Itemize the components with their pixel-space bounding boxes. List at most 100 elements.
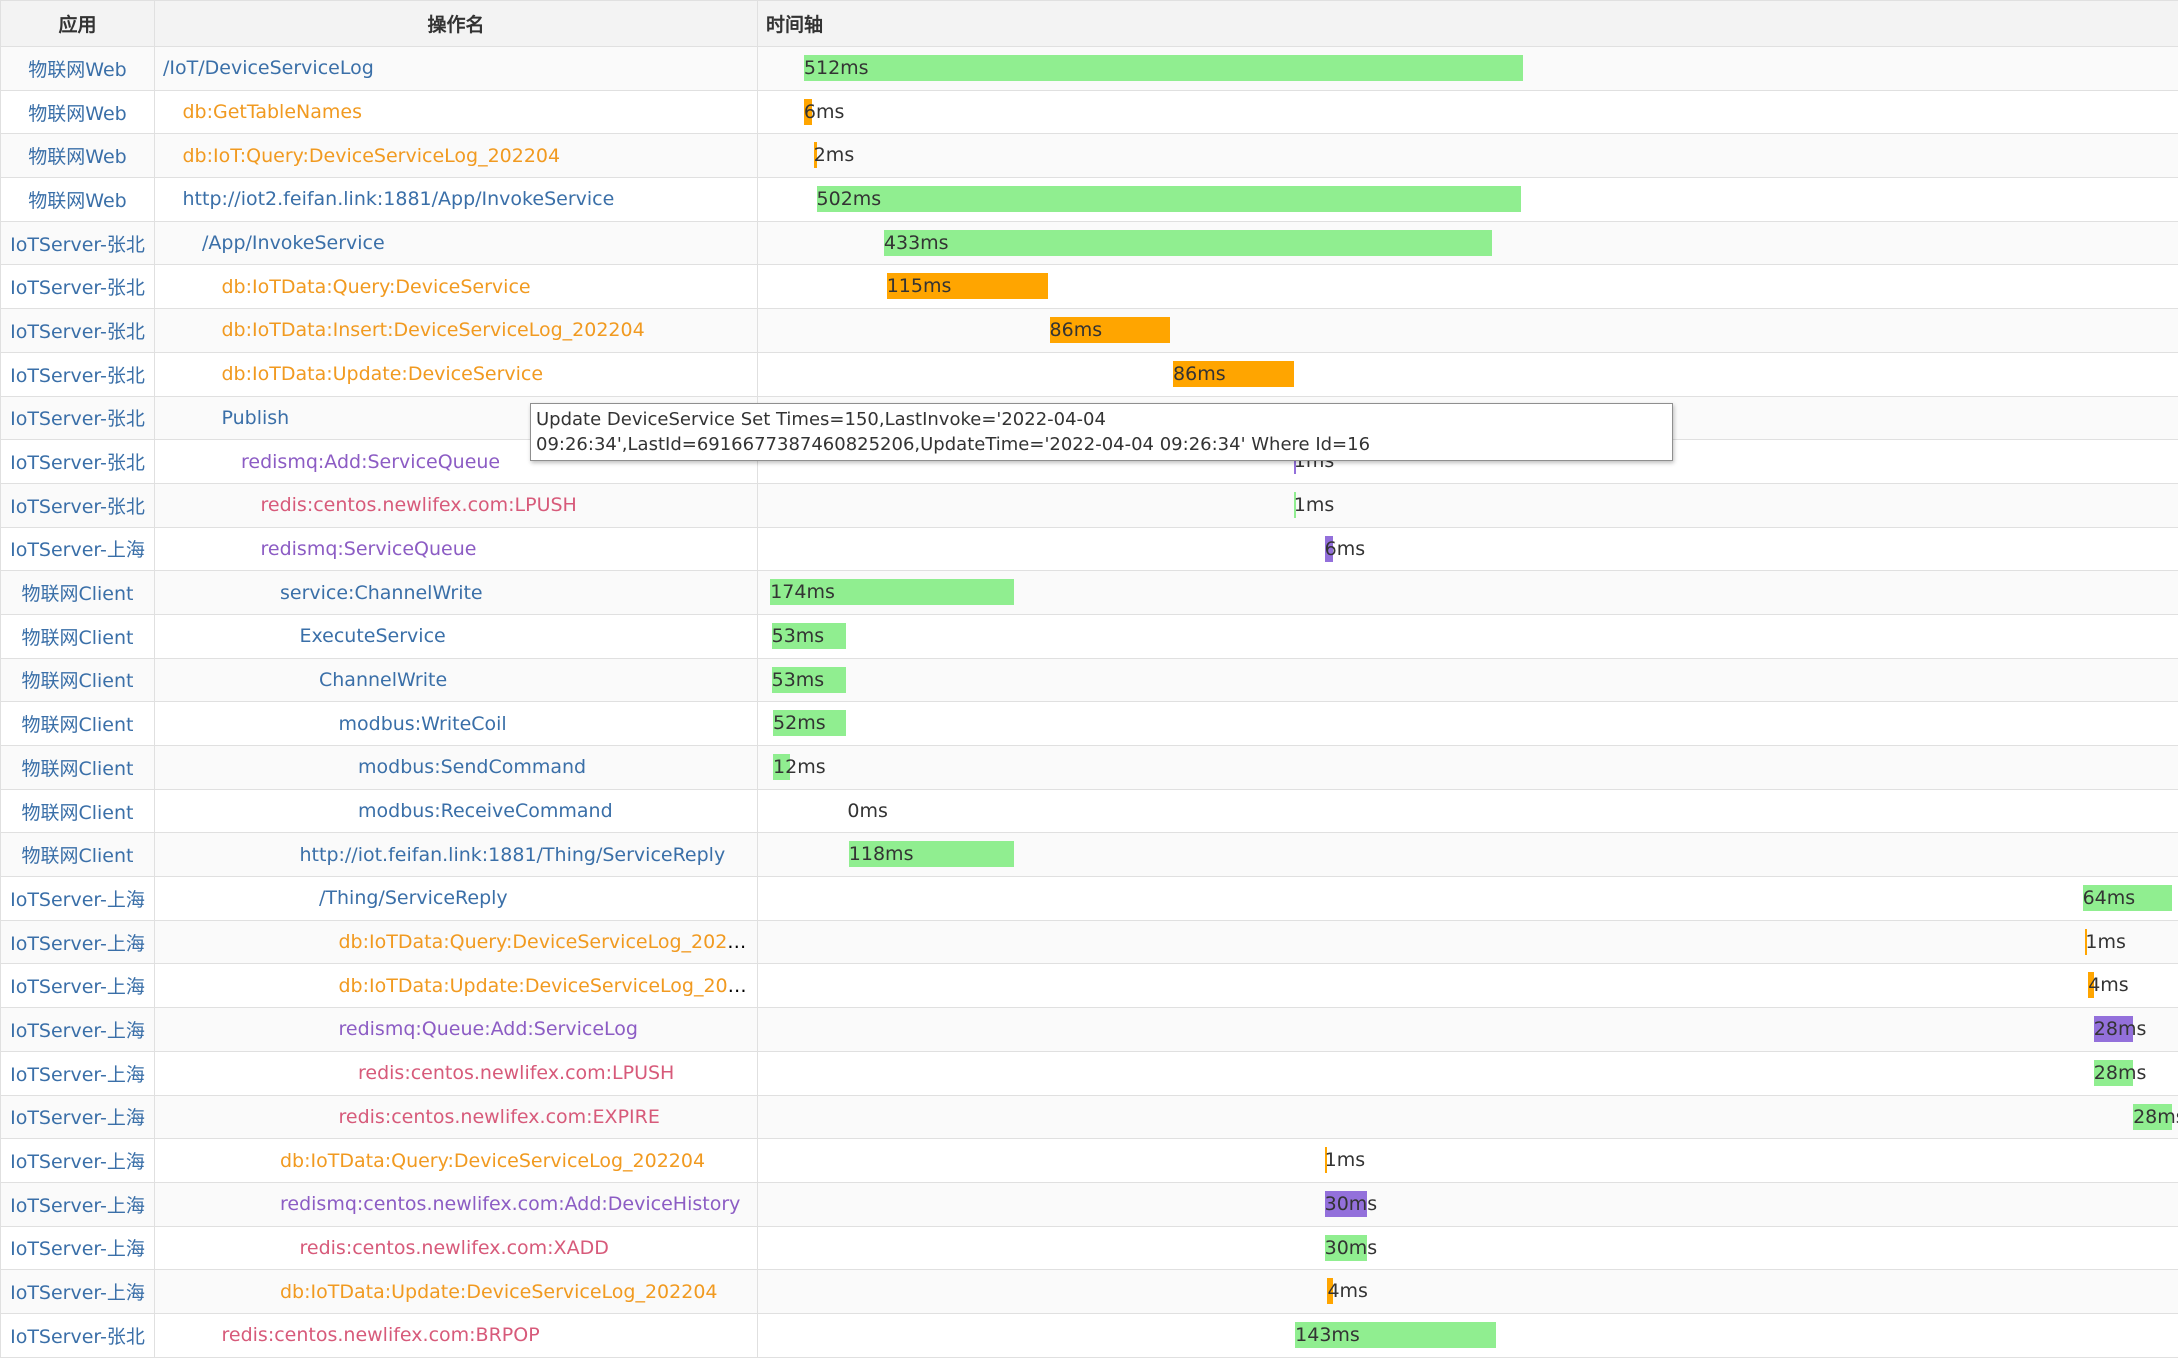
span-bar[interactable] <box>2093 1059 2134 1086</box>
span-bar[interactable] <box>2082 885 2173 912</box>
table-row[interactable]: 物联网Client service:ChannelWrite 174ms <box>0 570 2178 615</box>
table-row[interactable]: IoTServer-上海 redis:centos.newlifex.com:XA… <box>0 1225 2178 1271</box>
operation-name[interactable]: http://iot.feifan.link:1881/Thing/Servic… <box>299 843 726 866</box>
operation-name[interactable]: redis:centos.newlifex.com:EXPIRE <box>338 1105 660 1128</box>
span-bar[interactable] <box>770 579 1015 606</box>
operation-name[interactable]: redismq:ServiceQueue <box>260 537 477 560</box>
operation-name[interactable]: /IoT/DeviceServiceLog <box>163 57 374 80</box>
span-bar[interactable] <box>803 55 1523 81</box>
span-bar[interactable] <box>2085 928 2088 955</box>
table-row[interactable]: IoTServer-上海 redismq:Queue:Add:ServiceLog… <box>0 1007 2178 1052</box>
operation-name[interactable]: service:ChannelWrite <box>280 581 483 604</box>
table-row[interactable]: 物联网Client modbus:ReceiveCommand 0ms <box>0 788 2178 834</box>
table-row[interactable]: IoTServer-张北 redis:centos.newlifex.com:BR… <box>0 1312 2178 1358</box>
operation-name[interactable]: http://iot2.feifan.link:1881/App/InvokeS… <box>182 188 615 211</box>
span-bar[interactable] <box>771 622 846 649</box>
span-bar[interactable] <box>771 666 846 693</box>
table-row[interactable]: IoTServer-上海 db:IoTData:Update:DeviceServ… <box>0 1269 2178 1314</box>
table-row[interactable]: 物联网Client modbus:WriteCoil 52ms <box>0 701 2178 746</box>
span-bar[interactable] <box>1324 1190 1367 1217</box>
span-bar[interactable] <box>883 229 1492 256</box>
span-bar[interactable] <box>816 186 1522 213</box>
operation-name[interactable]: redismq:Queue:Add:ServiceLog <box>338 1018 638 1041</box>
header-timeline[interactable]: 时间轴 <box>757 0 2178 47</box>
table-row[interactable]: 物联网Client http://iot.feifan.link:1881/Thi… <box>0 832 2178 878</box>
table-row[interactable]: 物联网Web db:IoT:Query:DeviceServiceLog_2022… <box>0 133 2178 179</box>
table-row[interactable]: IoTServer-上海/Thing/ServiceReply 64ms <box>0 876 2178 921</box>
span-bar[interactable] <box>1293 491 1296 518</box>
header-operation[interactable]: 操作名 <box>154 0 758 47</box>
table-row[interactable]: IoTServer-张北 db:IoTData:Query:DeviceServi… <box>0 264 2178 310</box>
operation-name[interactable]: ExecuteService <box>299 625 446 648</box>
operation-name[interactable]: redis:centos.newlifex.com:LPUSH <box>358 1062 675 1085</box>
table-row[interactable]: 物联网Web http://iot2.feifan.link:1881/App/I… <box>0 177 2178 222</box>
table-row[interactable]: IoTServer-上海 redis:centos.newlifex.com:LP… <box>0 1050 2178 1096</box>
operation-name[interactable]: modbus:ReceiveCommand <box>358 800 613 823</box>
table-row[interactable]: IoTServer-张北/App/InvokeService 433ms <box>0 220 2178 266</box>
timeline-cell: 0ms <box>757 788 2178 834</box>
span-bar[interactable] <box>1324 535 1334 562</box>
operation-name[interactable]: redis:centos.newlifex.com:LPUSH <box>260 494 577 517</box>
span-bar[interactable] <box>848 841 1015 868</box>
operation-name[interactable]: db:IoTData:Insert:DeviceServiceLog_20220… <box>221 319 645 342</box>
app-name: IoTServer-张北 <box>0 308 155 353</box>
span-bar[interactable] <box>886 273 1049 300</box>
table-row[interactable]: 物联网Client modbus:SendCommand 12ms <box>0 745 2178 790</box>
table-row[interactable]: IoTServer-上海 redismq:centos.newlifex.com:… <box>0 1181 2178 1227</box>
span-bar[interactable] <box>773 710 846 737</box>
duration-label: 28ms <box>2133 1105 2178 1128</box>
timeline-cell: 1ms <box>757 919 2178 965</box>
span-bar[interactable] <box>2088 972 2094 999</box>
table-row[interactable]: 物联网Client ChannelWrite 53ms <box>0 657 2178 703</box>
operation-name[interactable]: db:IoTData:Query:DeviceServiceLog_202204 <box>338 931 758 954</box>
operation-name[interactable]: db:IoTData:Query:DeviceServiceLog_202204 <box>280 1149 706 1172</box>
operation-name[interactable]: redismq:Add:ServiceQueue <box>241 450 501 473</box>
timeline-cell: 12ms <box>757 745 2178 790</box>
span-bar[interactable] <box>773 754 790 780</box>
table-row[interactable]: IoTServer-张北 redis:centos.newlifex.com:LP… <box>0 482 2178 528</box>
span-bar[interactable] <box>1327 1278 1334 1305</box>
operation-name[interactable]: db:IoT:Query:DeviceServiceLog_202204 <box>182 144 561 167</box>
table-row[interactable]: IoTServer-上海 redismq:ServiceQueue 6ms <box>0 526 2178 572</box>
table-row[interactable]: IoTServer-张北 db:IoTData:Insert:DeviceServ… <box>0 308 2178 353</box>
span-bar[interactable] <box>2133 1103 2173 1130</box>
timeline-cell: 174ms <box>757 570 2178 615</box>
header-app[interactable]: 应用 <box>0 0 155 47</box>
span-bar[interactable] <box>803 98 813 125</box>
span-bar[interactable] <box>1173 360 1294 387</box>
span-bar[interactable] <box>813 142 817 169</box>
operation-name[interactable]: ChannelWrite <box>319 668 448 691</box>
operation-name[interactable]: /App/InvokeService <box>202 232 385 255</box>
table-row[interactable]: 物联网Web db:GetTableNames 6ms <box>0 89 2178 135</box>
operation-name[interactable]: modbus:WriteCoil <box>338 712 507 735</box>
operation-name[interactable]: redismq:centos.newlifex.com:Add:DeviceHi… <box>280 1193 741 1216</box>
table-row[interactable]: IoTServer-上海 db:IoTData:Update:DeviceServ… <box>0 963 2178 1009</box>
operation-name[interactable]: db:IoTData:Update:DeviceService <box>221 363 544 386</box>
operation-name[interactable]: db:IoTData:Query:DeviceService <box>221 275 531 298</box>
operation-name[interactable]: /Thing/ServiceReply <box>319 887 508 910</box>
table-row[interactable]: IoTServer-上海 redis:centos.newlifex.com:EX… <box>0 1094 2178 1140</box>
operation-name[interactable]: Publish <box>221 406 290 429</box>
span-bar[interactable] <box>1293 448 1296 475</box>
table-row[interactable]: IoTServer-张北 db:IoTData:Update:DeviceServ… <box>0 351 2178 397</box>
operation-name[interactable]: redis:centos.newlifex.com:BRPOP <box>221 1324 540 1347</box>
operation-cell: modbus:SendCommand <box>154 745 758 790</box>
table-row[interactable]: IoTServer-上海 db:IoTData:Query:DeviceServi… <box>0 1138 2178 1183</box>
span-bar[interactable] <box>1295 1321 1496 1348</box>
operation-name[interactable]: db:GetTableNames <box>182 101 362 124</box>
span-bar[interactable] <box>1324 1147 1327 1174</box>
duration-label: 1ms <box>1293 493 1335 516</box>
table-row[interactable]: IoTServer-上海 db:IoTData:Query:DeviceServi… <box>0 919 2178 965</box>
app-name: 物联网Client <box>0 701 155 746</box>
table-row[interactable]: 物联网Web/IoT/DeviceServiceLog 512ms <box>0 46 2178 91</box>
operation-cell: db:IoTData:Update:DeviceServiceLog_20220… <box>154 963 758 1009</box>
operation-name[interactable]: redis:centos.newlifex.com:XADD <box>299 1236 609 1259</box>
operation-name[interactable]: modbus:SendCommand <box>358 756 587 779</box>
span-bar[interactable] <box>1324 1234 1367 1261</box>
operation-name[interactable]: db:IoTData:Update:DeviceServiceLog_20220… <box>338 974 758 997</box>
span-bar[interactable] <box>1049 317 1171 344</box>
table-row[interactable]: 物联网Client ExecuteService 53ms <box>0 613 2178 659</box>
span-bar[interactable] <box>2093 1016 2134 1043</box>
operation-cell: http://iot2.feifan.link:1881/App/InvokeS… <box>154 177 758 222</box>
operation-name[interactable]: db:IoTData:Update:DeviceServiceLog_20220… <box>280 1280 718 1303</box>
